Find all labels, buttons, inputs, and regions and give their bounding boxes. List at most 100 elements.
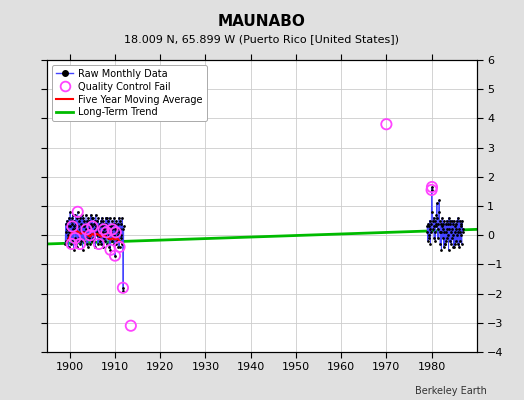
Point bbox=[431, 238, 440, 244]
Point bbox=[457, 232, 465, 238]
Point bbox=[424, 220, 432, 227]
Point bbox=[455, 218, 464, 224]
Point bbox=[114, 244, 123, 250]
Point bbox=[452, 220, 460, 227]
Point bbox=[82, 226, 91, 232]
Point bbox=[83, 232, 92, 238]
Point bbox=[81, 235, 90, 241]
Point bbox=[430, 223, 438, 230]
Point bbox=[438, 223, 446, 230]
Point bbox=[95, 235, 103, 241]
Point bbox=[108, 226, 116, 232]
Point bbox=[71, 212, 80, 218]
Point bbox=[85, 218, 94, 224]
Point bbox=[444, 220, 452, 227]
Point bbox=[103, 214, 111, 221]
Point bbox=[99, 229, 107, 236]
Point bbox=[90, 229, 98, 236]
Point bbox=[70, 218, 79, 224]
Point bbox=[441, 220, 450, 227]
Point bbox=[68, 214, 76, 221]
Point bbox=[454, 214, 462, 221]
Point bbox=[73, 209, 82, 215]
Point bbox=[61, 220, 70, 227]
Point bbox=[115, 244, 124, 250]
Point bbox=[444, 246, 453, 253]
Point bbox=[423, 223, 431, 230]
Point bbox=[427, 229, 435, 236]
Point bbox=[92, 212, 100, 218]
Point bbox=[108, 218, 116, 224]
Point bbox=[112, 241, 121, 247]
Point bbox=[434, 220, 443, 227]
Point bbox=[429, 218, 437, 224]
Point bbox=[430, 218, 439, 224]
Point bbox=[443, 226, 451, 232]
Point bbox=[81, 229, 89, 236]
Point bbox=[453, 218, 461, 224]
Point bbox=[117, 232, 126, 238]
Point bbox=[105, 232, 113, 238]
Point bbox=[449, 220, 457, 227]
Point bbox=[106, 226, 114, 232]
Point bbox=[433, 200, 441, 206]
Point bbox=[446, 238, 454, 244]
Point bbox=[448, 235, 456, 241]
Point bbox=[73, 244, 82, 250]
Point bbox=[96, 232, 104, 238]
Point bbox=[64, 244, 73, 250]
Point bbox=[437, 246, 445, 253]
Point bbox=[70, 226, 79, 232]
Point bbox=[453, 232, 462, 238]
Point bbox=[65, 229, 73, 236]
Point bbox=[457, 241, 466, 247]
Legend: Raw Monthly Data, Quality Control Fail, Five Year Moving Average, Long-Term Tren: Raw Monthly Data, Quality Control Fail, … bbox=[52, 65, 206, 121]
Point bbox=[450, 218, 458, 224]
Point bbox=[101, 232, 109, 238]
Point bbox=[105, 214, 114, 221]
Point bbox=[79, 214, 88, 221]
Point bbox=[80, 223, 88, 230]
Point bbox=[107, 223, 115, 230]
Point bbox=[111, 252, 119, 259]
Point bbox=[445, 218, 454, 224]
Point bbox=[99, 244, 107, 250]
Point bbox=[97, 229, 105, 236]
Point bbox=[439, 235, 447, 241]
Point bbox=[96, 238, 104, 244]
Point bbox=[83, 218, 91, 224]
Point bbox=[76, 241, 84, 247]
Point bbox=[116, 226, 125, 232]
Point bbox=[68, 241, 76, 247]
Point bbox=[111, 220, 119, 227]
Point bbox=[71, 235, 79, 241]
Point bbox=[104, 218, 113, 224]
Point bbox=[439, 226, 447, 232]
Point bbox=[72, 241, 80, 247]
Point bbox=[446, 220, 455, 227]
Point bbox=[455, 244, 463, 250]
Point bbox=[113, 226, 121, 232]
Point bbox=[437, 229, 445, 236]
Point bbox=[116, 218, 124, 224]
Point bbox=[452, 226, 460, 232]
Point bbox=[113, 238, 122, 244]
Point bbox=[86, 232, 94, 238]
Point bbox=[444, 232, 452, 238]
Point bbox=[115, 244, 124, 250]
Point bbox=[436, 220, 445, 227]
Point bbox=[111, 252, 119, 259]
Point bbox=[452, 238, 461, 244]
Point bbox=[80, 218, 89, 224]
Point bbox=[97, 214, 106, 221]
Point bbox=[451, 241, 460, 247]
Point bbox=[427, 241, 435, 247]
Point bbox=[439, 220, 447, 227]
Point bbox=[458, 229, 467, 236]
Point bbox=[82, 212, 90, 218]
Point bbox=[438, 214, 446, 221]
Point bbox=[88, 238, 96, 244]
Point bbox=[91, 244, 100, 250]
Point bbox=[112, 229, 120, 236]
Point bbox=[67, 229, 75, 236]
